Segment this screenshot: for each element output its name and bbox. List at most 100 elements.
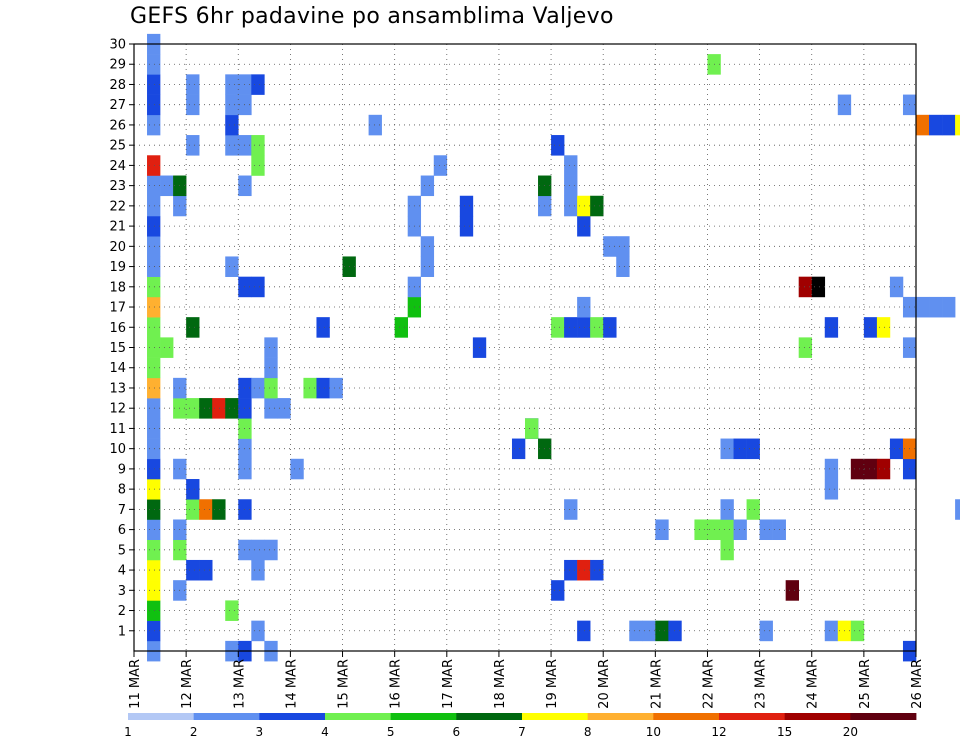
heatmap-cell <box>225 114 239 136</box>
heatmap-cell <box>147 236 161 257</box>
heatmap-cell <box>876 317 891 338</box>
heatmap-cell <box>590 559 604 581</box>
heatmap-cell <box>850 458 865 480</box>
heatmap-cell <box>225 94 239 116</box>
y-tick-label: 21 <box>109 220 126 235</box>
heatmap-cell <box>147 357 161 379</box>
x-tick-label: 20 MAR <box>597 659 612 709</box>
heatmap-cell <box>916 114 930 136</box>
x-tick-label: 22 MAR <box>701 659 716 709</box>
heatmap-cell <box>225 398 239 419</box>
y-tick-label: 6 <box>118 523 126 538</box>
y-tick-label: 1 <box>118 624 126 639</box>
heatmap-cell <box>876 458 891 480</box>
x-tick-label: 25 MAR <box>858 659 873 709</box>
heatmap-cell <box>798 337 813 358</box>
heatmap-cell <box>147 418 161 439</box>
heatmap-cell <box>329 377 343 399</box>
y-tick-label: 28 <box>109 78 126 93</box>
colorbar-segment <box>128 713 195 720</box>
heatmap-cell <box>251 539 265 561</box>
heatmap-cell <box>147 54 161 75</box>
x-tick-label: 15 MAR <box>337 659 352 709</box>
heatmap-cell <box>251 559 265 581</box>
heatmap-cell <box>147 195 161 217</box>
y-tick-label: 9 <box>118 462 126 477</box>
heatmap-cell <box>147 317 161 338</box>
heatmap-cell <box>616 256 630 277</box>
y-tick-label: 18 <box>109 280 126 295</box>
y-tick-label: 12 <box>109 402 126 417</box>
heatmap-cell <box>720 519 734 541</box>
heatmap-cell <box>147 155 161 176</box>
heatmap-cell <box>577 195 591 217</box>
heatmap-cell <box>368 114 382 136</box>
colorbar-label: 1 <box>124 725 132 739</box>
heatmap-cell <box>655 519 669 541</box>
heatmap-cell <box>225 600 239 621</box>
heatmap-cell <box>929 296 943 318</box>
heatmap-cell <box>629 620 643 642</box>
heatmap-cell <box>147 458 161 480</box>
heatmap-cell <box>694 519 708 541</box>
heatmap-cell <box>225 256 239 277</box>
heatmap-cell <box>394 317 408 338</box>
heatmap-cell <box>199 559 213 581</box>
heatmap-cell <box>264 398 278 419</box>
heatmap-cell <box>147 276 161 298</box>
heatmap-cell <box>251 620 265 642</box>
heatmap-cell <box>316 317 330 338</box>
heatmap-cell <box>186 559 200 581</box>
heatmap-cell <box>147 175 161 197</box>
y-tick-label: 7 <box>118 503 126 518</box>
x-tick-label: 26 MAR <box>910 659 925 709</box>
heatmap-cell <box>251 74 265 95</box>
x-tick-label: 21 MAR <box>649 659 664 709</box>
heatmap-cell <box>955 114 960 136</box>
heatmap-cell <box>577 559 591 581</box>
heatmap-cell <box>225 74 239 95</box>
heatmap-cell <box>551 580 565 601</box>
heatmap-cell <box>147 296 161 318</box>
y-tick-label: 27 <box>109 98 126 113</box>
colorbar-segment <box>719 713 786 720</box>
heatmap-cell <box>746 499 760 520</box>
heatmap-cell <box>147 337 161 358</box>
heatmap-cell <box>798 276 813 298</box>
heatmap-cell <box>225 135 239 156</box>
heatmap-cell <box>433 155 448 176</box>
heatmap-cell <box>147 398 161 419</box>
colorbar-label: 2 <box>190 725 198 739</box>
heatmap-cell <box>459 195 474 217</box>
colorbar-segment <box>390 713 457 720</box>
heatmap-cell <box>655 620 669 642</box>
y-tick-label: 15 <box>109 341 126 356</box>
y-tick-label: 20 <box>109 240 126 255</box>
x-tick-label: 13 MAR <box>232 659 247 709</box>
heatmap-cell <box>564 559 578 581</box>
y-tick-label: 22 <box>109 199 126 214</box>
heatmap-cell <box>147 215 161 237</box>
heatmap-cell <box>264 377 278 399</box>
heatmap-cell <box>147 580 161 601</box>
y-tick-label: 2 <box>118 604 126 619</box>
heatmap-cell <box>733 519 747 541</box>
heatmap-cell <box>759 620 773 642</box>
heatmap-cell <box>942 114 956 136</box>
heatmap-cell <box>186 317 200 338</box>
heatmap-cell <box>577 620 591 642</box>
heatmap-cell <box>160 175 174 197</box>
heatmap-cell <box>147 74 161 95</box>
heatmap-cell <box>186 94 200 116</box>
heatmap-cell <box>616 236 630 257</box>
heatmap-cell <box>811 276 826 298</box>
y-tick-label: 29 <box>109 58 126 73</box>
heatmap-cell <box>147 499 161 520</box>
heatmap-cell <box>720 539 734 561</box>
heatmap-cell <box>251 135 265 156</box>
y-tick-label: 25 <box>109 139 126 154</box>
x-axis: 11 MAR 12 MAR 13 MAR 14 MAR 15 MAR 16 MAR 17 M… <box>128 651 925 709</box>
heatmap-cell <box>186 135 200 156</box>
heatmap-cell <box>889 438 904 460</box>
